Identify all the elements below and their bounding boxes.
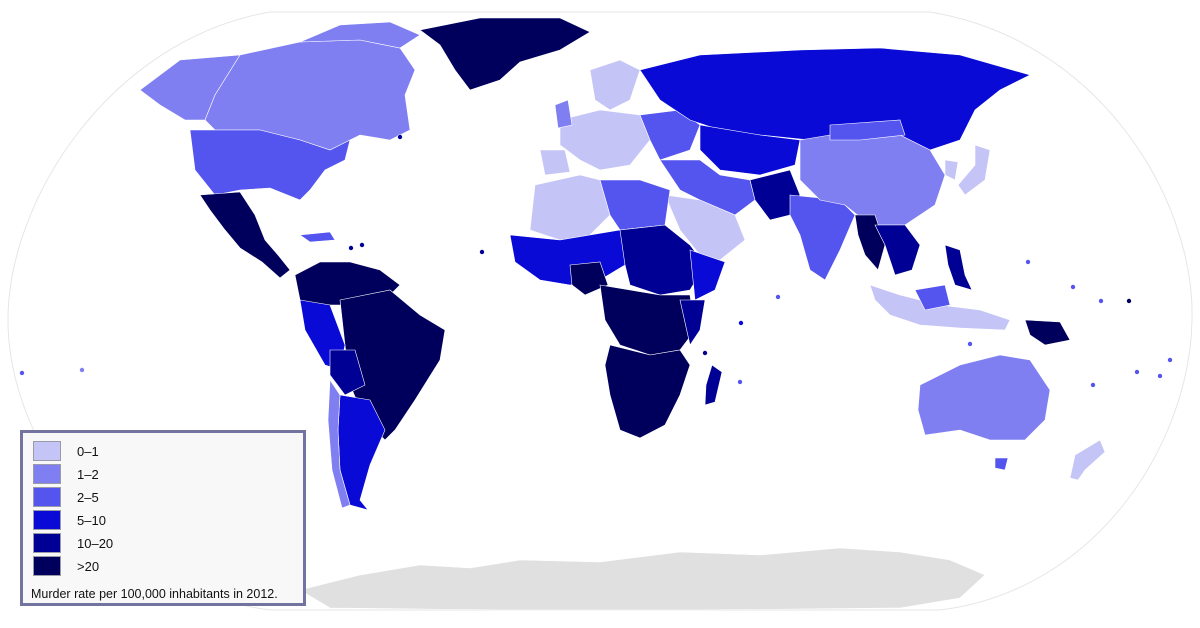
legend-item: 5–10 bbox=[33, 510, 293, 532]
island-marker bbox=[1070, 284, 1076, 290]
island-marker bbox=[1126, 298, 1132, 304]
legend-item: 1–2 bbox=[33, 464, 293, 486]
region-horn-of-africa bbox=[689, 249, 726, 301]
region-uk bbox=[554, 99, 573, 129]
island-marker bbox=[79, 367, 85, 373]
region-new-zealand bbox=[1069, 439, 1106, 481]
island-marker bbox=[1098, 298, 1104, 304]
legend-label: 1–2 bbox=[77, 467, 99, 482]
region-sahel-east bbox=[619, 224, 706, 296]
legend-swatch bbox=[33, 464, 61, 484]
island-marker bbox=[397, 134, 403, 140]
region-borneo bbox=[914, 284, 951, 311]
legend-item: >20 bbox=[33, 556, 293, 578]
region-greenland bbox=[419, 17, 591, 91]
legend-swatch bbox=[33, 510, 61, 530]
region-tasmania bbox=[994, 457, 1009, 471]
legend-item: 2–5 bbox=[33, 487, 293, 509]
region-central-asia bbox=[699, 124, 801, 176]
legend-swatch bbox=[33, 441, 61, 461]
island-marker bbox=[967, 341, 973, 347]
region-papua-new-guinea bbox=[1024, 319, 1071, 346]
island-marker bbox=[738, 320, 744, 326]
legend-swatch bbox=[33, 487, 61, 507]
region-chile bbox=[327, 379, 351, 509]
island-marker bbox=[1134, 369, 1140, 375]
region-australia bbox=[917, 354, 1051, 441]
map-legend: 0–1 1–2 2–5 5–10 10–20 >20 Murder rate p… bbox=[20, 430, 306, 606]
region-southern-africa bbox=[604, 344, 691, 439]
island-marker bbox=[1090, 382, 1096, 388]
region-madagascar bbox=[704, 364, 723, 406]
legend-label: >20 bbox=[77, 559, 100, 574]
region-southeast-asia bbox=[874, 224, 921, 276]
island-marker bbox=[1025, 259, 1031, 265]
region-arctic-islands bbox=[299, 21, 421, 49]
region-nigeria bbox=[569, 261, 609, 296]
region-iberia bbox=[539, 149, 571, 176]
region-antarctica bbox=[299, 547, 986, 611]
region-caribbean bbox=[299, 231, 336, 243]
region-philippines bbox=[944, 244, 973, 291]
region-east-africa bbox=[679, 299, 706, 346]
island-marker bbox=[359, 242, 365, 248]
region-north-africa bbox=[529, 174, 611, 241]
legend-swatch bbox=[33, 533, 61, 553]
island-marker bbox=[775, 294, 781, 300]
legend-item: 10–20 bbox=[33, 533, 293, 555]
region-korea bbox=[944, 159, 959, 181]
legend-label: 10–20 bbox=[77, 536, 114, 551]
island-marker bbox=[702, 350, 708, 356]
island-marker bbox=[1167, 357, 1173, 363]
legend-item: 0–1 bbox=[33, 441, 293, 463]
region-mongolia bbox=[829, 119, 906, 141]
region-western-europe bbox=[559, 109, 651, 171]
region-japan bbox=[957, 144, 991, 196]
island-marker bbox=[1157, 373, 1163, 379]
region-mexico bbox=[199, 191, 291, 279]
region-scandinavia bbox=[589, 59, 641, 111]
island-marker bbox=[479, 249, 485, 255]
legend-swatch bbox=[33, 556, 61, 576]
legend-caption: Murder rate per 100,000 inhabitants in 2… bbox=[31, 587, 278, 601]
island-marker bbox=[737, 379, 743, 385]
region-bolivia bbox=[329, 349, 366, 396]
island-marker bbox=[19, 370, 25, 376]
region-arabia bbox=[664, 194, 746, 261]
island-marker bbox=[348, 245, 354, 251]
legend-label: 2–5 bbox=[77, 490, 99, 505]
legend-label: 0–1 bbox=[77, 444, 99, 459]
legend-label: 5–10 bbox=[77, 513, 106, 528]
